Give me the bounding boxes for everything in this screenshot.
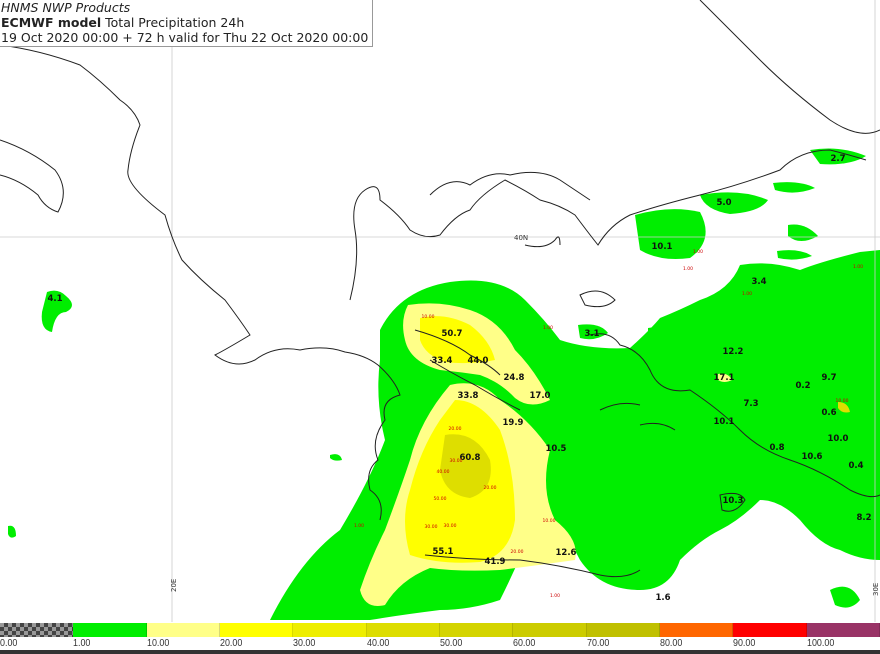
graticule <box>0 0 880 622</box>
product-source: HNMS NWP Products <box>1 0 131 15</box>
longitude-label-left: 20E <box>170 579 178 592</box>
latitude-label: 40N <box>514 234 528 242</box>
colorbar-segment <box>146 623 220 637</box>
field-name: Total Precipitation 24h <box>105 15 245 30</box>
precip-value-label: 9.7 <box>821 373 836 383</box>
contour-label: 1.00 <box>683 266 693 272</box>
colorbar-tick-label: 90.00 <box>733 637 756 649</box>
precip-value-label: 0.2 <box>795 381 810 391</box>
contour-label: 1.00 <box>543 325 553 331</box>
map-header: HNMS NWP Products ECMWF model Total Prec… <box>0 0 374 47</box>
colorbar-segment <box>293 623 367 637</box>
colorbar-segment <box>366 623 440 637</box>
precip-value-label: 10.0 <box>828 434 849 444</box>
colorbar-tick-label: 10.00 <box>146 637 169 649</box>
precip-value-label: 10.6 <box>802 452 823 462</box>
contour-label: 10.00 <box>836 398 849 404</box>
precip-value-label: 12.6 <box>556 548 577 558</box>
contour-label: 1.00 <box>693 249 703 255</box>
contour-labels: 1.0010.0020.0030.0040.0050.0030.0020.003… <box>354 249 863 599</box>
contour-label: 30.00 <box>450 458 463 464</box>
precip-value-label: 7.3 <box>743 399 758 409</box>
precip-value-label: 55.1 <box>433 547 454 557</box>
precip-value-label: 24.8 <box>504 373 525 383</box>
precip-value-label: 33.8 <box>458 391 479 401</box>
contour-label: 30.00 <box>425 524 438 530</box>
model-name: ECMWF model <box>1 15 102 30</box>
contour-label: 10.00 <box>543 518 556 524</box>
contour-label: 1.00 <box>853 264 863 270</box>
precip-value-label: 17.0 <box>530 391 551 401</box>
colorbar-tick-label: 100.00 <box>806 637 834 649</box>
precip-value-label: 1.6 <box>655 593 670 603</box>
bottom-bar <box>0 650 880 654</box>
longitude-label-right: 30E <box>872 583 880 596</box>
precip-value-label: 10.1 <box>652 242 673 252</box>
colorbar-tick-label: 70.00 <box>586 637 609 649</box>
precip-value-label: 0.4 <box>848 461 863 471</box>
colorbar-tick-label: 80.00 <box>660 637 683 649</box>
colorbar-segment <box>806 623 880 637</box>
contour-label: 30.00 <box>444 523 457 529</box>
colorbar-segment <box>659 623 734 637</box>
precip-value-label: 10.5 <box>546 444 567 454</box>
colorbar-tick-label: 50.00 <box>440 637 463 649</box>
colorbar-tick-label: 0.00 <box>0 637 18 649</box>
precip-value-label: 50.7 <box>442 329 463 339</box>
contour-label: 1.00 <box>742 291 752 297</box>
precip-value-label: 10.3 <box>723 496 744 506</box>
contour-label: 40.00 <box>437 469 450 475</box>
colorbar-tick-label: 20.00 <box>220 637 243 649</box>
precip-value-label: 8.2 <box>856 513 871 523</box>
precip-value-label: 2.7 <box>830 154 845 164</box>
colorbar-segment <box>513 623 587 637</box>
precip-value-label: 60.8 <box>460 453 481 463</box>
precipitation-map: 40N 20E 30E 4.12.75.010.13.43.150.733.4 4… <box>0 0 880 622</box>
precip-value-label: 19.9 <box>503 418 524 428</box>
precip-value-label: 12.2 <box>723 347 744 357</box>
precip-value-label: 17.1 <box>714 373 735 383</box>
contour-label: 1.00 <box>550 593 560 599</box>
precip-value-label: 5.0 <box>716 198 731 208</box>
precip-value-label: 33.4 <box>432 356 453 366</box>
colorbar-tick-label: 30.00 <box>293 637 316 649</box>
contour-label: 20.00 <box>484 485 497 491</box>
contour-label: 1.00 <box>354 523 364 529</box>
colorbar-segment <box>0 623 74 637</box>
precip-value-label: 4.1 <box>47 294 62 304</box>
colorbar <box>0 623 880 637</box>
colorbar-segment <box>586 623 660 637</box>
forecast-validity: 19 Oct 2020 00:00 + 72 h valid for Thu 2… <box>1 30 369 45</box>
colorbar-tick-label: 1.00 <box>73 637 91 649</box>
contour-label: 20.00 <box>511 549 524 555</box>
precip-value-label: 10.1 <box>714 417 735 427</box>
colorbar-tick-label: 60.00 <box>513 637 536 649</box>
colorbar-tick-label: 40.00 <box>366 637 389 649</box>
precip-dark-yellow-areas <box>440 373 850 498</box>
precip-value-label: 44.0 <box>468 356 489 366</box>
colorbar-segment <box>219 623 294 637</box>
colorbar-segment <box>73 623 147 637</box>
colorbar-segment <box>439 623 514 637</box>
contour-label: 10.00 <box>422 314 435 320</box>
contour-label: 20.00 <box>449 426 462 432</box>
coastlines <box>0 0 880 578</box>
precip-value-label: 0.6 <box>821 408 836 418</box>
precip-value-label: 3.1 <box>584 329 599 339</box>
precip-value-labels: 4.1 2.7 5.0 10.1 3.4 3.1 50.7 33.4 44.0 24.8 17.0 3… <box>47 154 871 603</box>
contour-label: 50.00 <box>434 496 447 502</box>
precip-value-label: 3.4 <box>751 277 766 287</box>
precip-value-label: 0.8 <box>769 443 784 453</box>
precip-value-label: 41.9 <box>485 557 506 567</box>
colorbar-ticks: 0.00 1.00 10.00 20.00 30.00 40.00 50.00 60.00 70… <box>0 637 880 649</box>
colorbar-segment <box>733 623 807 637</box>
